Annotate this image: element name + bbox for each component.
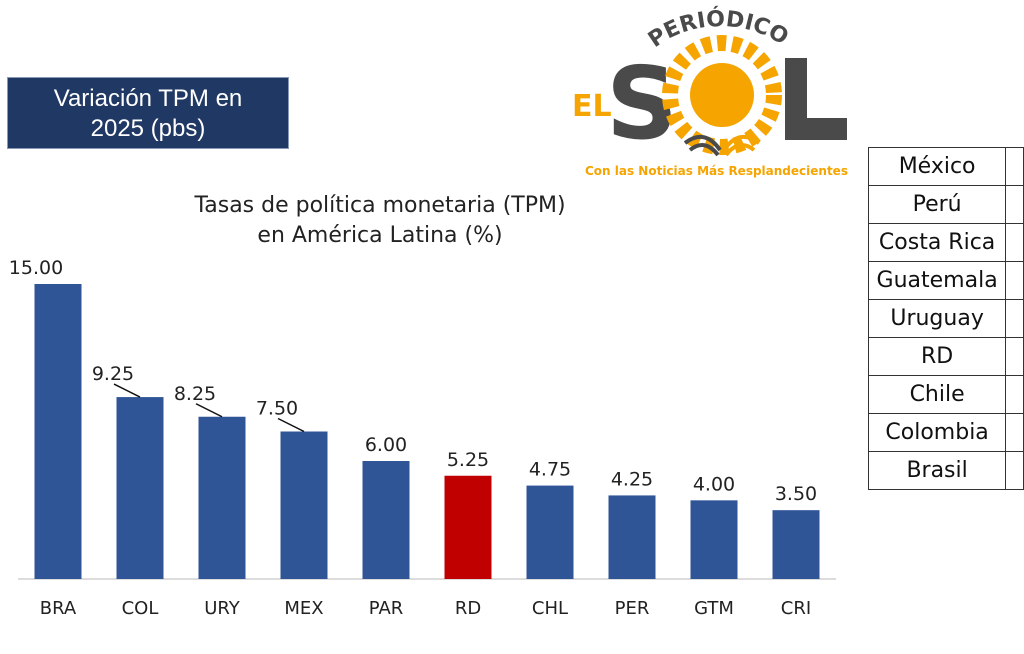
- data-label: 4.75: [529, 459, 571, 481]
- table-row: Brasil: [867, 451, 1024, 490]
- bar-per: [608, 495, 656, 579]
- leader-line: [195, 403, 223, 418]
- table-row: Chile: [867, 375, 1024, 414]
- value-cell: [1005, 375, 1024, 414]
- value-cell: [1005, 299, 1024, 338]
- country-cell: Costa Rica: [867, 223, 1007, 262]
- bar-gtm: [690, 500, 738, 579]
- value-cell: [1005, 413, 1024, 452]
- data-label: 7.50: [256, 398, 298, 420]
- value-cell: [1005, 337, 1024, 376]
- value-cell: [1005, 451, 1024, 490]
- value-cell: [1005, 261, 1024, 300]
- table-row: Perú: [867, 185, 1024, 224]
- bar-chl: [526, 485, 574, 579]
- table-row: México: [867, 147, 1024, 186]
- country-cell: Perú: [867, 185, 1007, 224]
- x-tick-label: COL: [122, 598, 159, 619]
- country-cell: Colombia: [867, 413, 1007, 452]
- chart-title: Tasas de política monetaria (TPM): [193, 193, 565, 218]
- x-tick-label: CRI: [781, 598, 811, 619]
- bar-col: [116, 397, 164, 579]
- x-tick-label: PER: [615, 598, 650, 619]
- table-row: Costa Rica: [867, 223, 1024, 262]
- logo-tagline: Con las Noticias Más Resplandecientes: [585, 164, 848, 178]
- bar-rd: [444, 475, 492, 579]
- data-label: 6.00: [365, 434, 407, 456]
- data-label: 4.25: [611, 468, 653, 490]
- value-cell: [1005, 147, 1024, 186]
- value-cell: [1005, 223, 1024, 262]
- chart-subtitle: en América Latina (%): [257, 223, 502, 248]
- bar-par: [362, 461, 410, 579]
- table-row: Uruguay: [867, 299, 1024, 338]
- table-row: Colombia: [867, 413, 1024, 452]
- bar-cri: [772, 510, 820, 579]
- x-tick-label: GTM: [694, 598, 734, 619]
- bar-bra: [34, 284, 82, 579]
- x-tick-label: PAR: [369, 598, 404, 619]
- leader-line: [277, 417, 305, 433]
- x-tick-label: RD: [455, 598, 481, 619]
- country-table: México Perú Costa Rica Guatemala Uruguay RD Ch…: [867, 147, 1024, 490]
- bar-ury: [198, 416, 246, 579]
- x-tick-label: URY: [204, 598, 241, 619]
- country-cell: RD: [867, 337, 1007, 376]
- chart-caption-box: Variación TPM en 2025 (pbs): [7, 77, 289, 149]
- bar-mex: [280, 431, 328, 579]
- data-label: 15.00: [9, 257, 63, 279]
- data-label: 3.50: [775, 483, 817, 505]
- country-cell: Guatemala: [867, 261, 1007, 300]
- x-tick-label: MEX: [284, 598, 323, 619]
- table-row: Guatemala: [867, 261, 1024, 300]
- sun-icon: [662, 35, 782, 157]
- caption-line-2: 2025 (pbs): [90, 115, 206, 142]
- caption-line-1: Variación TPM en: [53, 85, 243, 112]
- x-tick-label: BRA: [40, 598, 77, 619]
- table-row: RD: [867, 337, 1024, 376]
- country-cell: Brasil: [867, 451, 1007, 490]
- tpm-bar-chart: Tasas de política monetaria (TPM) en Amé…: [9, 193, 836, 619]
- country-cell: México: [867, 147, 1007, 186]
- value-cell: [1005, 185, 1024, 224]
- leader-line: [113, 383, 141, 398]
- data-label: 4.00: [693, 473, 735, 495]
- country-cell: Chile: [867, 375, 1007, 414]
- logo-el: EL: [572, 89, 612, 124]
- country-cell: Uruguay: [867, 299, 1007, 338]
- data-label: 8.25: [174, 383, 216, 405]
- data-label: 9.25: [92, 363, 134, 385]
- el-sol-logo: PERIÓDICO EL S Con las Noticias Más Resp…: [572, 6, 848, 178]
- data-label: 5.25: [447, 449, 489, 471]
- x-tick-label: CHL: [532, 598, 568, 619]
